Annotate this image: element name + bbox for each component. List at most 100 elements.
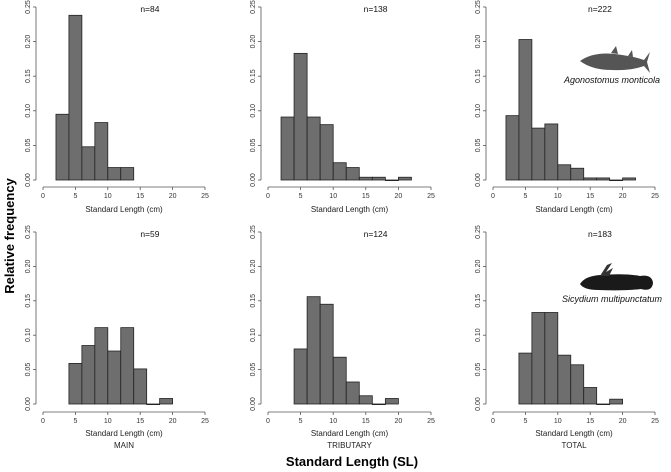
sample-size-label: n=124 — [364, 229, 388, 239]
species-label-sicydium: Sicydium multipunctatum — [562, 294, 663, 304]
x-axis-label: Standard Length (SL) — [286, 454, 418, 469]
x-tick-label: 25 — [427, 418, 435, 425]
histogram-bar — [332, 356, 347, 405]
y-tick-label: 0.05 — [250, 363, 257, 377]
y-tick-label: 0.00 — [25, 397, 32, 411]
species-label-agonostomus: Agonostomus monticola — [563, 75, 660, 85]
histogram-bar — [159, 398, 173, 405]
sample-size-label: n=183 — [588, 229, 612, 239]
histogram-bar — [133, 368, 148, 405]
panel-x-label: Standard Length (cm) — [85, 429, 163, 438]
x-tick-label: 10 — [329, 193, 337, 200]
y-tick-label: 0.00 — [475, 397, 482, 411]
x-tick-label: 10 — [554, 418, 562, 425]
histogram-bar — [596, 177, 611, 181]
panel-x-label: Standard Length (cm) — [311, 205, 389, 214]
histogram-bar — [596, 403, 611, 406]
histogram-panel: 0.00 0.05 0.10 0.15 0.20 0.25 0 5 10 15 20 25 Standa… — [475, 0, 659, 214]
y-tick-label: 0.05 — [475, 363, 482, 377]
group-label: MAIN — [114, 441, 134, 450]
x-tick-label: 25 — [651, 193, 659, 200]
sample-size-label: n=138 — [364, 4, 388, 14]
histogram-bar — [544, 123, 559, 181]
histogram-bar — [609, 179, 624, 182]
y-tick-label: 0.25 — [475, 0, 482, 14]
y-tick-label: 0.20 — [25, 259, 32, 273]
histogram-bar — [570, 364, 585, 405]
histogram-panel: 0.00 0.05 0.10 0.15 0.20 0.25 0 5 10 15 20 25 Standa… — [475, 225, 659, 450]
x-tick-label: 20 — [395, 418, 403, 425]
histogram-bar — [358, 176, 373, 181]
x-tick-label: 5 — [299, 418, 303, 425]
histogram-bar — [94, 122, 109, 181]
histogram-bar — [622, 177, 636, 181]
y-tick-label: 0.05 — [25, 138, 32, 152]
fish-body — [580, 52, 650, 73]
y-tick-label: 0.00 — [250, 173, 257, 187]
x-tick-label: 0 — [491, 193, 495, 200]
panel-x-label: Standard Length (cm) — [535, 205, 613, 214]
x-tick-label: 15 — [362, 418, 370, 425]
histogram-bar — [518, 352, 533, 405]
panel-x-label: Standard Length (cm) — [535, 429, 613, 438]
y-tick-label: 0.15 — [25, 69, 32, 83]
y-tick-label: 0.15 — [250, 294, 257, 308]
x-tick-label: 15 — [136, 418, 144, 425]
x-tick-label: 15 — [136, 193, 144, 200]
x-tick-label: 20 — [169, 193, 177, 200]
sample-size-label: n=59 — [140, 229, 159, 239]
y-tick-label: 0.10 — [25, 328, 32, 342]
fish-dorsal-fin — [600, 263, 613, 276]
x-tick-label: 5 — [73, 418, 77, 425]
y-tick-label: 0.10 — [475, 104, 482, 118]
histogram-bar — [531, 127, 546, 181]
panel-x-label: Standard Length (cm) — [85, 205, 163, 214]
x-tick-label: 25 — [201, 193, 209, 200]
histogram-bar — [531, 312, 546, 405]
y-tick-label: 0.25 — [25, 0, 32, 14]
histogram-bar — [306, 116, 321, 181]
x-tick-label: 25 — [651, 418, 659, 425]
fish-body — [580, 274, 653, 291]
panel-x-label: Standard Length (cm) — [311, 429, 389, 438]
histogram-bar — [319, 124, 334, 181]
agonostomus-fish-image — [580, 46, 650, 73]
x-tick-label: 10 — [104, 193, 112, 200]
y-tick-label: 0.05 — [475, 138, 482, 152]
y-tick-label: 0.25 — [250, 0, 257, 14]
x-tick-label: 20 — [619, 193, 627, 200]
histogram-bar — [384, 398, 399, 405]
histogram-bar — [306, 296, 321, 405]
histogram-bar — [293, 52, 308, 181]
group-label: TRIBUTARY — [327, 441, 372, 450]
histogram-bar — [146, 403, 161, 406]
histogram-panel: 0.00 0.05 0.10 0.15 0.20 0.25 0 5 10 15 20 25 Standa… — [25, 225, 209, 450]
histogram-bar — [120, 167, 135, 181]
x-tick-label: 5 — [523, 193, 527, 200]
y-tick-label: 0.00 — [25, 173, 32, 187]
x-tick-label: 5 — [73, 193, 77, 200]
x-tick-label: 15 — [586, 418, 594, 425]
x-tick-label: 10 — [554, 193, 562, 200]
x-tick-label: 15 — [586, 193, 594, 200]
histogram-bar — [94, 327, 109, 405]
fish-dorsal-fin — [611, 46, 633, 57]
histogram-bar — [55, 113, 70, 181]
group-label: TOTAL — [561, 441, 587, 450]
y-tick-label: 0.20 — [475, 35, 482, 49]
sample-size-label: n=84 — [140, 4, 159, 14]
histogram-bar — [345, 381, 360, 405]
x-tick-label: 15 — [362, 193, 370, 200]
histogram-panel: 0.00 0.05 0.10 0.15 0.20 0.25 0 5 10 15 20 25 Standa… — [25, 0, 209, 214]
y-tick-label: 0.10 — [475, 328, 482, 342]
y-tick-label: 0.10 — [250, 328, 257, 342]
y-tick-label: 0.20 — [250, 259, 257, 273]
x-tick-label: 0 — [266, 418, 270, 425]
y-tick-label: 0.25 — [250, 225, 257, 239]
x-tick-label: 5 — [523, 418, 527, 425]
histogram-bar — [81, 146, 96, 181]
histogram-bar — [371, 403, 386, 406]
histogram-bar — [68, 363, 83, 405]
y-tick-label: 0.10 — [250, 104, 257, 118]
